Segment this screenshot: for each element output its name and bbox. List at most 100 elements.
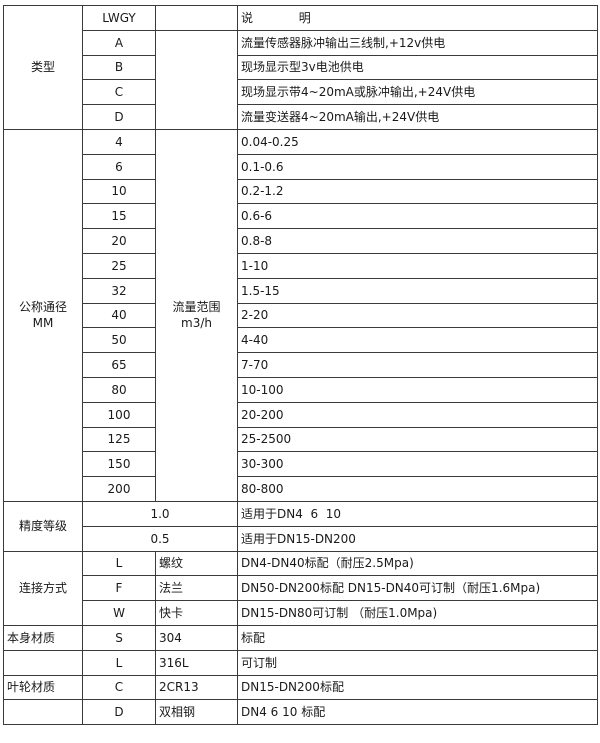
diameter-row: 80 10-100 <box>4 376 598 403</box>
body-material-desc: 可订制 <box>237 649 598 676</box>
type-desc: 现场显示型3v电池供电 <box>237 54 598 81</box>
body-material-label: 本身材质 <box>3 624 83 651</box>
connection-name: 螺纹 <box>155 550 238 577</box>
connection-desc: DN15-DN80可订制 （耐压1.0Mpa) <box>237 600 598 626</box>
body-material-name: 316L <box>155 649 238 676</box>
diameter-dn: 100 <box>82 401 156 428</box>
type-code: B <box>82 54 156 81</box>
connection-desc: DN4-DN40标配（耐压2.5Mpa) <box>237 550 598 577</box>
flow-range-label: 流量范围 m3/h <box>155 128 238 502</box>
diameter-dn: 32 <box>82 277 156 304</box>
flow-range-value: 0.1-0.6 <box>237 153 598 180</box>
header-desc: 说 明 <box>237 5 598 31</box>
diameter-dn: 6 <box>82 153 156 180</box>
flow-range-value: 0.04-0.25 <box>237 128 598 155</box>
flow-range-value: 0.8-8 <box>237 228 598 254</box>
diameter-dn: 50 <box>82 327 156 354</box>
body-material-code: L <box>82 649 156 676</box>
accuracy-grade: 1.0 <box>82 500 238 527</box>
connection-label: 连接方式 <box>3 550 83 626</box>
accuracy-use: 适用于DN4 6 10 <box>237 500 598 527</box>
impeller-material-desc: DN4 6 10 标配 <box>237 699 598 726</box>
flow-range-value: 80-800 <box>237 476 598 502</box>
type-code: D <box>82 104 156 130</box>
connection-row: F 法兰 DN50-DN200标配 DN15-DN40可订制（耐压1.6Mpa) <box>4 575 598 602</box>
diameter-row: 65 7-70 <box>4 352 598 378</box>
impeller-material-row: 叶轮材质 C 2CR13 DN15-DN200标配 <box>3 674 598 701</box>
header-row: 类型 LWGY 说 明 <box>3 5 598 130</box>
body-material-label <box>3 649 83 676</box>
flow-range-value: 20-200 <box>237 401 598 428</box>
flow-range-value: 4-40 <box>237 327 598 354</box>
header-code: LWGY <box>82 5 156 31</box>
body-material-code: S <box>82 624 156 651</box>
connection-desc: DN50-DN200标配 DN15-DN40可订制（耐压1.6Mpa) <box>237 575 598 602</box>
flow-range-value: 0.6-6 <box>237 203 598 230</box>
diameter-row: 15 0.6-6 <box>4 203 598 230</box>
accuracy-label: 精度等级 <box>3 500 83 552</box>
type-row: B 现场显示型3v电池供电 <box>4 54 598 81</box>
type-desc: 流量变送器4~20mA输出,+24V供电 <box>237 104 598 130</box>
connection-code: F <box>82 575 156 602</box>
connection-name: 法兰 <box>155 575 238 602</box>
diameter-dn: 25 <box>82 252 156 279</box>
diameter-row: 10 0.2-1.2 <box>4 178 598 205</box>
diameter-row: 150 30-300 <box>4 451 598 478</box>
diameter-label: 公称通径 MM <box>3 128 83 502</box>
connection-code: L <box>82 550 156 577</box>
diameter-row: 50 4-40 <box>4 327 598 354</box>
diameter-dn: 80 <box>82 376 156 403</box>
body-material-name: 304 <box>155 624 238 651</box>
diameter-row: 125 25-2500 <box>4 426 598 453</box>
connection-row: 连接方式 L 螺纹 DN4-DN40标配（耐压2.5Mpa) <box>3 550 598 626</box>
accuracy-use: 适用于DN15-DN200 <box>237 525 598 552</box>
diameter-dn: 40 <box>82 302 156 329</box>
type-row: A 流量传感器脉冲输出三线制,+12v供电 <box>4 29 598 130</box>
body-material-row: 本身材质 S 304 标配 <box>3 624 598 651</box>
flow-range-value: 30-300 <box>237 451 598 478</box>
body-material-desc: 标配 <box>237 624 598 651</box>
accuracy-grade: 0.5 <box>82 525 238 552</box>
diameter-row: 100 20-200 <box>4 401 598 428</box>
body-material-row: L 316L 可订制 <box>3 649 598 676</box>
diameter-row: 25 1-10 <box>4 252 598 279</box>
impeller-material-name: 双相钢 <box>155 699 238 726</box>
type-code: C <box>82 79 156 106</box>
diameter-dn: 20 <box>82 228 156 254</box>
diameter-dn: 150 <box>82 451 156 478</box>
impeller-material-name: 2CR13 <box>155 674 238 701</box>
diameter-row: 200 80-800 <box>4 476 598 502</box>
type-label: 类型 <box>3 5 83 130</box>
header-blank <box>155 5 238 31</box>
type-row: D 流量变送器4~20mA输出,+24V供电 <box>4 104 598 130</box>
spec-table: 类型 LWGY 说 明 A 流量传感器脉冲输出三线制,+12v供电 B 现场显示型3v电池供… <box>3 5 598 726</box>
connection-row: W 快卡 DN15-DN80可订制 （耐压1.0Mpa) <box>4 600 598 626</box>
diameter-dn: 200 <box>82 476 156 502</box>
diameter-row: 6 0.1-0.6 <box>4 153 598 180</box>
type-row: C 现场显示带4~20mA或脉冲输出,+24V供电 <box>4 79 598 106</box>
type-desc: 流量传感器脉冲输出三线制,+12v供电 <box>237 29 598 56</box>
impeller-material-desc: DN15-DN200标配 <box>237 674 598 701</box>
diameter-dn: 10 <box>82 178 156 205</box>
flow-range-value: 2-20 <box>237 302 598 329</box>
flow-range-value: 1-10 <box>237 252 598 279</box>
connection-name: 快卡 <box>155 600 238 626</box>
type-desc: 现场显示带4~20mA或脉冲输出,+24V供电 <box>237 79 598 106</box>
impeller-material-row: D 双相钢 DN4 6 10 标配 <box>3 699 598 726</box>
type-code: A <box>82 29 156 56</box>
flow-range-value: 7-70 <box>237 352 598 378</box>
diameter-row: 20 0.8-8 <box>4 228 598 254</box>
diameter-row: 32 1.5-15 <box>4 277 598 304</box>
flow-range-value: 1.5-15 <box>237 277 598 304</box>
diameter-dn: 4 <box>82 128 156 155</box>
impeller-material-code: D <box>82 699 156 726</box>
flow-range-value: 10-100 <box>237 376 598 403</box>
accuracy-row: 精度等级 1.0 适用于DN4 6 10 <box>3 500 598 552</box>
type-blank <box>155 29 238 130</box>
accuracy-row: 0.5 适用于DN15-DN200 <box>4 525 598 552</box>
diameter-dn: 125 <box>82 426 156 453</box>
diameter-row: 公称通径 MM 4 流量范围 m3/h 0.04-0.25 <box>3 128 598 502</box>
flow-range-value: 0.2-1.2 <box>237 178 598 205</box>
diameter-row: 40 2-20 <box>4 302 598 329</box>
impeller-material-code: C <box>82 674 156 701</box>
